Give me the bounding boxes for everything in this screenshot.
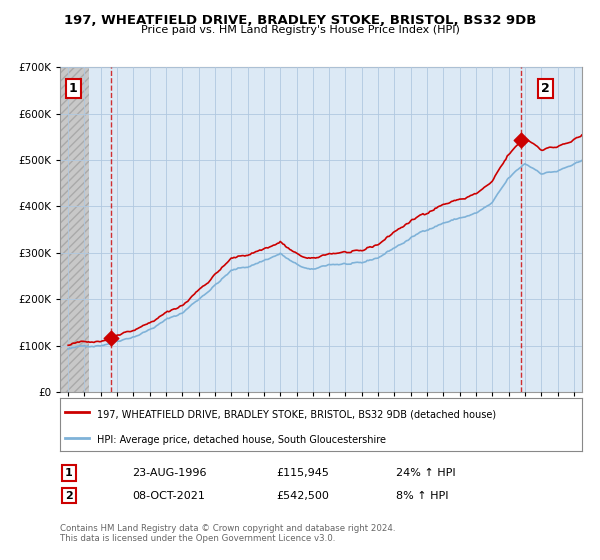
Text: 8% ↑ HPI: 8% ↑ HPI [396, 491, 449, 501]
HPI: Average price, detached house, South Gloucestershire: (2.03e+03, 4.98e+05): Average price, detached house, South Glo… [585, 157, 592, 164]
HPI: Average price, detached house, South Gloucestershire: (2.02e+03, 4.78e+05): Average price, detached house, South Glo… [513, 167, 520, 174]
Bar [60, 67, 89, 392]
197, WHEATFIELD DRIVE, BRADLEY STOKE, BRISTOL, BS32 9DB (detached house) [65, 342, 72, 349]
197, WHEATFIELD DRIVE, BRADLEY STOKE, BRISTOL, BS32 9DB (detached house) [513, 142, 520, 149]
Text: Contains HM Land Registry data © Crown copyright and database right 2024.
This d: Contains HM Land Registry data © Crown c… [60, 524, 395, 543]
197, WHEATFIELD DRIVE, BRADLEY STOKE, BRISTOL, BS32 9DB (detached house) [583, 131, 590, 138]
Line: 197, WHEATFIELD DRIVE, BRADLEY STOKE, BRISTOL, BS32 9DB (detached house): 197, WHEATFIELD DRIVE, BRADLEY STOKE, BR… [68, 134, 589, 346]
Text: 2: 2 [541, 82, 550, 95]
Point [107, 334, 116, 343]
197, WHEATFIELD DRIVE, BRADLEY STOKE, BRISTOL, BS32 9DB (detached house) [82, 338, 89, 345]
197, WHEATFIELD DRIVE, BRADLEY STOKE, BRISTOL, BS32 9DB (detached house) [585, 132, 592, 138]
HPI: Average price, detached house, South Gloucestershire: (1.99e+03, 9.3e+04): Average price, detached house, South Glo… [65, 346, 72, 352]
HPI: Average price, detached house, South Gloucestershire: (2.03e+03, 4.99e+05): Average price, detached house, South Glo… [578, 157, 586, 164]
HPI: Average price, detached house, South Gloucestershire: (2e+03, 1e+05): Average price, detached house, South Glo… [98, 342, 106, 349]
197, WHEATFIELD DRIVE, BRADLEY STOKE, BRISTOL, BS32 9DB (detached house) [436, 203, 443, 209]
HPI: Average price, detached house, South Gloucestershire: (2.02e+03, 3.61e+05): Average price, detached house, South Glo… [436, 221, 443, 228]
Text: 23-AUG-1996: 23-AUG-1996 [132, 468, 206, 478]
HPI: Average price, detached house, South Gloucestershire: (2e+03, 9.86e+04): Average price, detached house, South Glo… [82, 343, 89, 349]
Point [517, 136, 526, 145]
Text: 1: 1 [68, 82, 77, 95]
Text: 2: 2 [65, 491, 73, 501]
Text: 197, WHEATFIELD DRIVE, BRADLEY STOKE, BRISTOL, BS32 9DB: 197, WHEATFIELD DRIVE, BRADLEY STOKE, BR… [64, 14, 536, 27]
Text: 08-OCT-2021: 08-OCT-2021 [132, 491, 205, 501]
197, WHEATFIELD DRIVE, BRADLEY STOKE, BRISTOL, BS32 9DB (detached house) [98, 338, 106, 344]
Text: £115,945: £115,945 [276, 468, 329, 478]
Text: 1: 1 [65, 468, 73, 478]
Text: 197, WHEATFIELD DRIVE, BRADLEY STOKE, BRISTOL, BS32 9DB (detached house): 197, WHEATFIELD DRIVE, BRADLEY STOKE, BR… [97, 409, 496, 419]
197, WHEATFIELD DRIVE, BRADLEY STOKE, BRISTOL, BS32 9DB (detached house) [332, 250, 340, 257]
197, WHEATFIELD DRIVE, BRADLEY STOKE, BRISTOL, BS32 9DB (detached house) [581, 131, 589, 138]
Text: Price paid vs. HM Land Registry's House Price Index (HPI): Price paid vs. HM Land Registry's House … [140, 25, 460, 35]
Text: 24% ↑ HPI: 24% ↑ HPI [396, 468, 455, 478]
HPI: Average price, detached house, South Gloucestershire: (2.03e+03, 4.99e+05): Average price, detached house, South Glo… [583, 157, 590, 164]
Text: HPI: Average price, detached house, South Gloucestershire: HPI: Average price, detached house, Sout… [97, 435, 386, 445]
HPI: Average price, detached house, South Gloucestershire: (2.01e+03, 2.75e+05): Average price, detached house, South Glo… [332, 261, 340, 268]
Line: HPI: Average price, detached house, South Gloucestershire: HPI: Average price, detached house, Sout… [68, 160, 589, 349]
Text: £542,500: £542,500 [276, 491, 329, 501]
